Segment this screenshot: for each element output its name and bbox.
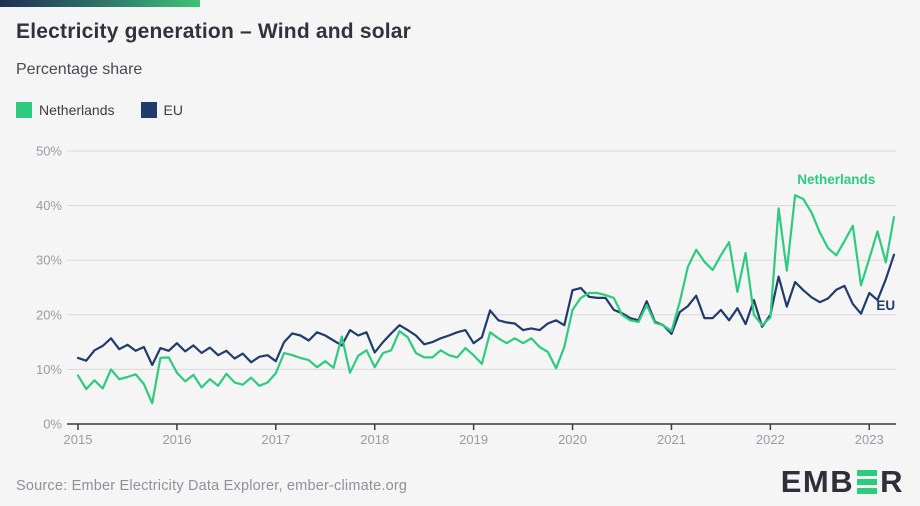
series-label-netherlands: Netherlands [797,172,875,187]
eu-line [76,253,896,367]
series-label-eu: EU [876,298,895,313]
x-axis-tick-label: 2015 [64,432,93,447]
x-axis-tick-label: 2023 [855,432,884,447]
chart-canvas: 0% 10% 20% 30% 40% 50% 2015 2016 2017 2018 2019 202… [36,144,896,447]
y-axis-tick-label: 30% [36,253,62,268]
netherlands-line [76,194,896,405]
y-axis-tick-label: 0% [43,417,62,432]
legend-label-eu: EU [163,102,183,118]
y-axis-tick-label: 50% [36,144,62,159]
legend-item-eu: EU [140,102,183,118]
source-attribution: Source: Ember Electricity Data Explorer,… [16,478,408,494]
x-axis-tick-label: 2020 [558,432,587,447]
y-axis-tick-label: 10% [36,362,62,377]
x-axis-tick-label: 2021 [657,432,686,447]
x-axis-tick-label: 2022 [756,432,785,447]
line-chart: 0% 10% 20% 30% 40% 50% 2015 2016 2017 2018 2019 202… [0,130,920,460]
page-title: Electricity generation – Wind and solar [16,20,412,43]
y-axis-tick-label: 20% [36,307,62,322]
legend: Netherlands EU [16,102,183,118]
brand-gradient-bar [0,0,200,7]
ember-logo: EMB R [781,464,904,500]
legend-label-netherlands: Netherlands [39,102,115,118]
y-axis-tick-label: 40% [36,198,62,213]
page-subtitle: Percentage share [16,61,143,78]
x-axis-tick-label: 2018 [360,432,389,447]
ember-logo-text-left: EMB [780,464,855,499]
netherlands-swatch-icon [16,102,32,118]
legend-item-netherlands: Netherlands [16,102,115,118]
x-axis-tick-label: 2017 [261,432,290,447]
eu-swatch-icon [140,102,157,118]
ember-logo-text-right: R [880,464,904,499]
ember-logo-e-bars-icon [857,470,878,494]
x-axis-tick-label: 2016 [162,432,191,447]
x-axis-tick-label: 2019 [459,432,488,447]
